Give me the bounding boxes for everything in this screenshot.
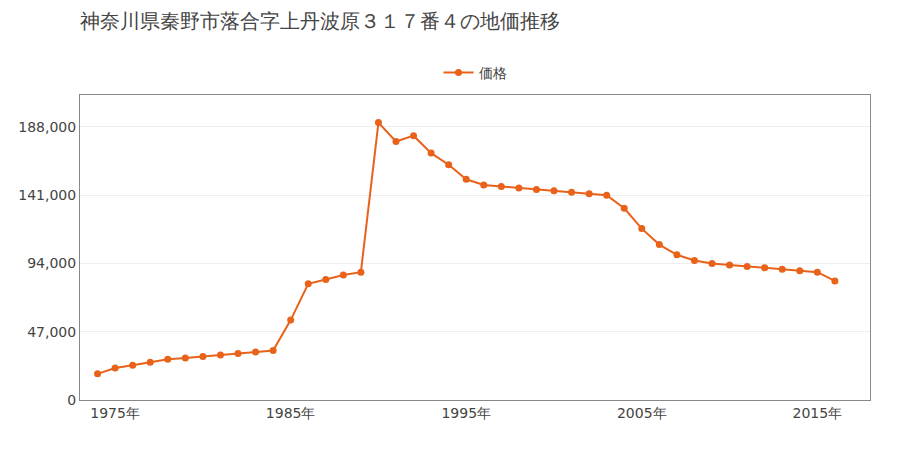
svg-text:188,000: 188,000: [18, 119, 76, 135]
svg-text:47,000: 47,000: [27, 324, 76, 340]
svg-text:1985年: 1985年: [266, 405, 316, 421]
svg-text:0: 0: [67, 392, 76, 408]
svg-text:価格: 価格: [479, 65, 507, 81]
svg-text:2015年: 2015年: [793, 405, 843, 421]
svg-text:1995年: 1995年: [441, 405, 491, 421]
svg-text:141,000: 141,000: [18, 187, 76, 203]
svg-text:神奈川県秦野市落合字上丹波原３１７番４の地価推移: 神奈川県秦野市落合字上丹波原３１７番４の地価推移: [80, 9, 560, 33]
svg-text:94,000: 94,000: [27, 255, 76, 271]
svg-text:1975年: 1975年: [90, 405, 140, 421]
svg-text:2005年: 2005年: [617, 405, 667, 421]
